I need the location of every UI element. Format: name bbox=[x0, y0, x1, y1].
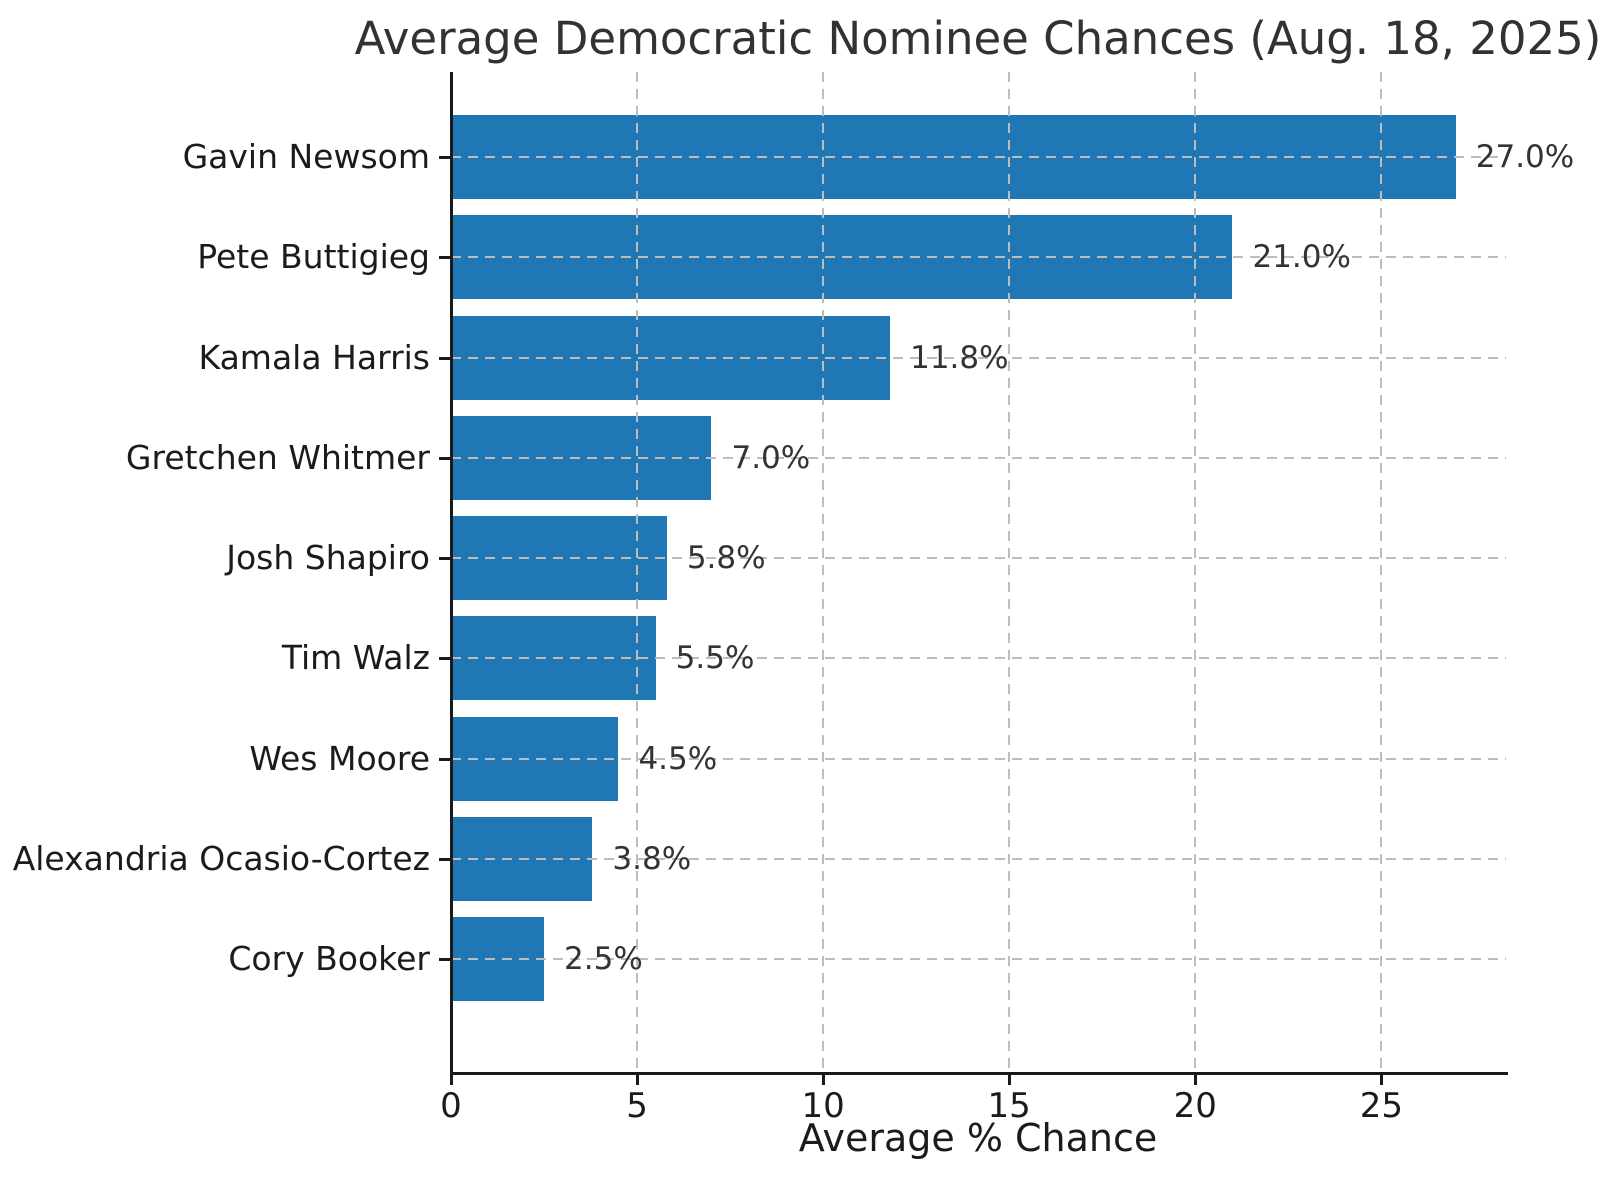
y-tick-mark bbox=[439, 657, 451, 661]
x-axis-label: Average % Chance bbox=[798, 1116, 1158, 1160]
x-tick-label: 20 bbox=[1173, 1086, 1217, 1126]
x-tick-mark bbox=[1008, 1073, 1012, 1085]
plot-area: 27.0% 21.0% 11.8% 7.0% 5.8% 5.5% 4.5% 3.8% 2.5% bbox=[450, 72, 1574, 1075]
category-label: Gretchen Whitmer bbox=[125, 437, 430, 477]
grid-line-horizontal bbox=[451, 356, 1506, 359]
grid-line-horizontal bbox=[451, 657, 1506, 660]
x-tick-label: 0 bbox=[440, 1086, 462, 1126]
category-label: Josh Shapiro bbox=[226, 538, 430, 577]
bar-value-label: 4.5% bbox=[638, 740, 718, 777]
category-label: Kamala Harris bbox=[198, 337, 430, 377]
bar-value-label: 5.5% bbox=[675, 640, 755, 677]
y-tick-mark bbox=[439, 256, 451, 260]
grid-line-horizontal bbox=[451, 557, 1506, 559]
bar-value-label: 7.0% bbox=[731, 439, 811, 476]
grid-line-horizontal bbox=[451, 958, 1506, 960]
grid-line-horizontal bbox=[451, 156, 1506, 158]
y-axis-spine bbox=[450, 72, 453, 1073]
y-tick-mark bbox=[439, 356, 451, 360]
category-label: Gavin Newsom bbox=[182, 137, 430, 176]
grid-line-horizontal bbox=[451, 757, 1506, 760]
category-label: Wes Moore bbox=[249, 738, 430, 778]
category-label: Alexandria Ocasio-Cortez bbox=[12, 838, 430, 878]
category-label: Tim Walz bbox=[281, 638, 430, 678]
bar-value-label: 21.0% bbox=[1252, 239, 1351, 276]
grid-line-horizontal bbox=[451, 456, 1506, 459]
bar-value-label: 3.8% bbox=[612, 840, 692, 877]
grid-line-vertical bbox=[1008, 72, 1011, 1073]
grid-line-vertical bbox=[1380, 72, 1383, 1073]
y-tick-mark bbox=[439, 958, 451, 961]
x-tick-mark bbox=[822, 1073, 826, 1085]
x-tick-label: 15 bbox=[987, 1086, 1031, 1126]
y-tick-mark bbox=[439, 857, 451, 861]
y-tick-mark bbox=[439, 156, 451, 159]
x-tick-label: 10 bbox=[801, 1086, 845, 1126]
bar-value-label: 2.5% bbox=[564, 941, 643, 977]
chart-title: Average Democratic Nominee Chances (Aug.… bbox=[354, 12, 1602, 65]
y-tick-mark bbox=[439, 456, 451, 460]
grid-line-horizontal bbox=[451, 256, 1506, 259]
category-label: Cory Booker bbox=[228, 939, 430, 978]
y-tick-mark bbox=[439, 757, 451, 761]
grid-line-vertical bbox=[1194, 72, 1197, 1073]
x-tick-mark bbox=[450, 1073, 453, 1085]
x-tick-mark bbox=[1380, 1073, 1384, 1085]
bar-value-label: 11.8% bbox=[910, 339, 1009, 376]
grid-line-vertical bbox=[822, 72, 825, 1073]
x-tick-label: 5 bbox=[626, 1086, 648, 1126]
x-tick-mark bbox=[636, 1073, 640, 1085]
x-tick-mark bbox=[1194, 1073, 1198, 1085]
y-tick-mark bbox=[439, 557, 451, 560]
category-label: Pete Buttigieg bbox=[197, 237, 430, 277]
x-axis-spine bbox=[450, 1072, 1508, 1075]
grid-line-horizontal bbox=[451, 857, 1506, 860]
x-tick-label: 25 bbox=[1359, 1086, 1403, 1126]
bar-value-label: 27.0% bbox=[1475, 139, 1575, 175]
bar-value-label: 5.8% bbox=[686, 540, 766, 576]
grid-line-vertical bbox=[636, 72, 639, 1073]
